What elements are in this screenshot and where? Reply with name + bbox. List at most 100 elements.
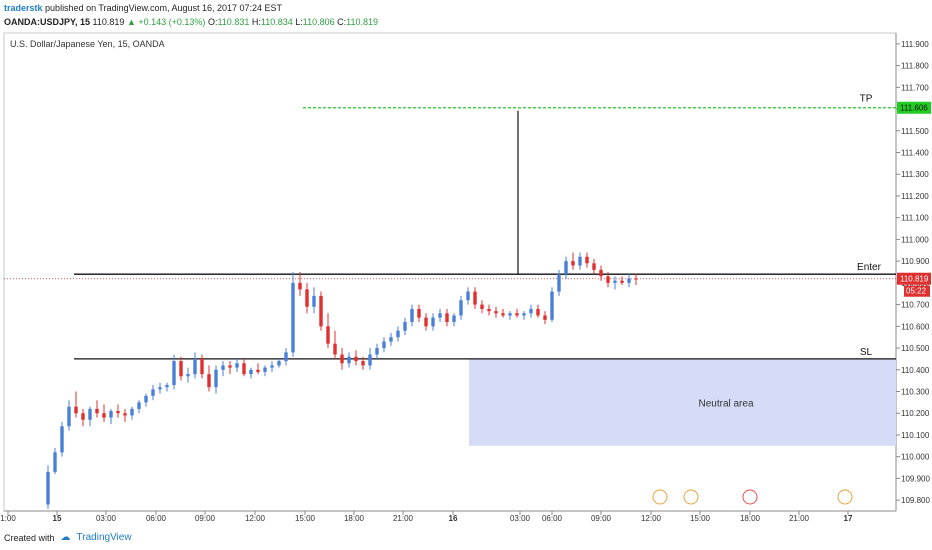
candle[interactable]	[494, 311, 498, 314]
candle[interactable]	[186, 374, 190, 377]
candle[interactable]	[130, 408, 134, 416]
candle[interactable]	[242, 363, 246, 375]
economic-event-icon[interactable]	[742, 489, 758, 505]
candle[interactable]	[333, 343, 337, 355]
candle[interactable]	[284, 352, 288, 362]
candle[interactable]	[165, 384, 169, 388]
candle[interactable]	[627, 278, 631, 283]
candle[interactable]	[221, 365, 225, 370]
high-label: H:	[251, 17, 261, 27]
candle[interactable]	[263, 367, 267, 372]
change-value: +0.143 (+0.13%)	[138, 17, 206, 27]
candle[interactable]	[410, 308, 414, 322]
candle[interactable]	[144, 395, 148, 403]
candle[interactable]	[613, 280, 617, 283]
candle[interactable]	[312, 295, 316, 307]
candle[interactable]	[473, 291, 477, 305]
candle[interactable]	[214, 369, 218, 388]
candle[interactable]	[508, 313, 512, 316]
candle[interactable]	[46, 471, 50, 505]
candle[interactable]	[592, 263, 596, 270]
candle[interactable]	[298, 282, 302, 290]
author-name[interactable]: traderstk	[4, 3, 43, 13]
high-value: 110.834	[260, 17, 293, 27]
candle[interactable]	[396, 330, 400, 338]
candle[interactable]	[529, 308, 533, 314]
candle[interactable]	[326, 326, 330, 344]
candle[interactable]	[270, 365, 274, 368]
candle[interactable]	[354, 356, 358, 362]
candle[interactable]	[347, 356, 351, 364]
candle[interactable]	[480, 304, 484, 309]
candle[interactable]	[319, 295, 323, 327]
economic-event-icon[interactable]	[652, 489, 668, 505]
candle[interactable]	[466, 291, 470, 301]
economic-event-icon[interactable]	[837, 489, 853, 505]
candle[interactable]	[179, 361, 183, 377]
candle[interactable]	[74, 406, 78, 414]
low-value: 110.806	[302, 17, 335, 27]
tradingview-logo-icon[interactable]: ☁	[60, 532, 71, 543]
candle[interactable]	[389, 337, 393, 342]
candle[interactable]	[193, 358, 197, 375]
candle[interactable]	[151, 389, 155, 396]
candle[interactable]	[158, 387, 162, 390]
candle[interactable]	[95, 408, 99, 414]
candle[interactable]	[235, 363, 239, 368]
candle[interactable]	[403, 321, 407, 331]
candle[interactable]	[67, 406, 71, 427]
tradingview-brand[interactable]: TradingView	[76, 532, 132, 543]
candle[interactable]	[368, 354, 372, 366]
candle[interactable]	[81, 413, 85, 420]
candle[interactable]	[571, 261, 575, 266]
candle[interactable]	[109, 411, 113, 418]
candle[interactable]	[249, 369, 253, 375]
candle[interactable]	[487, 308, 491, 312]
candle[interactable]	[445, 313, 449, 322]
candle[interactable]	[382, 341, 386, 349]
candle[interactable]	[137, 402, 141, 409]
candle[interactable]	[550, 291, 554, 320]
candle[interactable]	[256, 369, 260, 372]
candle[interactable]	[88, 408, 92, 420]
candle[interactable]	[501, 313, 505, 316]
candle[interactable]	[585, 256, 589, 264]
candle[interactable]	[116, 411, 120, 414]
candle[interactable]	[102, 413, 106, 418]
candle[interactable]	[291, 282, 295, 353]
candle[interactable]	[543, 315, 547, 320]
candle[interactable]	[431, 317, 435, 327]
candle[interactable]	[438, 313, 442, 318]
candle[interactable]	[60, 426, 64, 453]
candle[interactable]	[578, 256, 582, 266]
candle[interactable]	[361, 361, 365, 366]
candle[interactable]	[424, 317, 428, 327]
chart-title: U.S. Dollar/Japanese Yen, 15, OANDA	[10, 39, 165, 49]
candle[interactable]	[620, 280, 624, 283]
candle[interactable]	[564, 261, 568, 275]
candle[interactable]	[417, 308, 421, 318]
candle[interactable]	[53, 452, 57, 472]
candle[interactable]	[172, 361, 176, 385]
candle[interactable]	[340, 354, 344, 364]
candle[interactable]	[305, 289, 309, 307]
candle[interactable]	[522, 313, 526, 316]
candle[interactable]	[452, 315, 456, 322]
economic-event-icon[interactable]	[683, 489, 699, 505]
candle[interactable]	[515, 313, 519, 316]
candle[interactable]	[228, 365, 232, 368]
neutral-zone[interactable]	[469, 358, 896, 446]
candle[interactable]	[599, 269, 603, 277]
candle[interactable]	[123, 413, 127, 416]
candle[interactable]	[459, 300, 463, 316]
candle[interactable]	[606, 276, 610, 283]
candle[interactable]	[375, 348, 379, 355]
candle[interactable]	[207, 374, 211, 388]
candle[interactable]	[536, 308, 540, 316]
candle[interactable]	[557, 274, 561, 292]
x-tick-label: 03:00	[96, 514, 117, 523]
candle[interactable]	[634, 278, 638, 280]
candle[interactable]	[200, 358, 204, 375]
candle[interactable]	[277, 361, 281, 366]
